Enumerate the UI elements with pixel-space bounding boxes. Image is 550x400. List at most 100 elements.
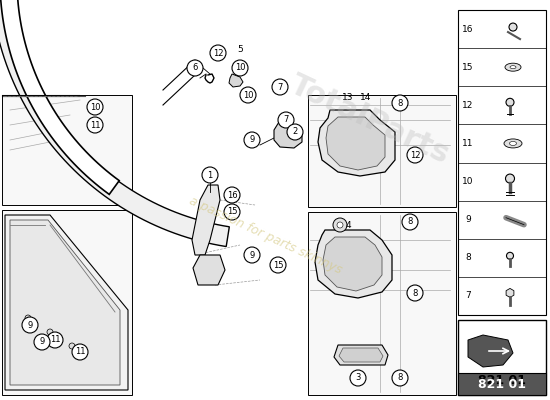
Circle shape [392, 95, 408, 111]
Circle shape [224, 187, 240, 203]
Text: 16: 16 [227, 190, 237, 200]
Circle shape [240, 87, 256, 103]
Text: 9: 9 [28, 320, 32, 330]
Text: 11: 11 [50, 336, 60, 344]
Text: 8: 8 [412, 288, 417, 298]
Circle shape [224, 204, 240, 220]
Ellipse shape [510, 66, 516, 69]
Polygon shape [506, 288, 514, 298]
Text: a passion for parts skinnys: a passion for parts skinnys [186, 194, 344, 276]
Circle shape [210, 45, 226, 61]
Circle shape [69, 343, 75, 349]
Text: 11: 11 [462, 139, 474, 148]
Text: 14: 14 [360, 92, 372, 102]
Polygon shape [229, 74, 243, 87]
Polygon shape [315, 230, 392, 298]
Text: 12: 12 [410, 150, 420, 160]
Circle shape [202, 167, 218, 183]
Bar [458, 10, 546, 315]
Polygon shape [5, 215, 128, 390]
Circle shape [337, 222, 343, 228]
Text: 4: 4 [345, 220, 351, 230]
Polygon shape [0, 0, 188, 194]
Text: 16: 16 [462, 24, 474, 34]
Text: 9: 9 [465, 215, 471, 224]
Circle shape [350, 370, 366, 386]
Text: 15: 15 [273, 260, 283, 270]
Circle shape [509, 23, 517, 31]
Circle shape [244, 132, 260, 148]
Circle shape [506, 98, 514, 106]
Polygon shape [0, 0, 229, 246]
Circle shape [505, 174, 514, 183]
Polygon shape [334, 345, 388, 365]
Polygon shape [10, 220, 120, 385]
Circle shape [333, 218, 347, 232]
Text: 6: 6 [192, 64, 197, 72]
Ellipse shape [509, 142, 516, 146]
Text: 1: 1 [207, 170, 213, 180]
Circle shape [244, 247, 260, 263]
Text: 15: 15 [227, 208, 237, 216]
Text: 821 01: 821 01 [478, 378, 526, 390]
Polygon shape [468, 335, 513, 367]
Text: 12: 12 [463, 101, 474, 110]
Bar [308, 212, 456, 395]
Text: 821 01: 821 01 [478, 374, 526, 388]
Text: 10: 10 [243, 90, 253, 100]
Circle shape [287, 124, 303, 140]
Text: 8: 8 [465, 253, 471, 262]
Text: 2: 2 [293, 128, 298, 136]
Bar [308, 95, 456, 207]
Polygon shape [274, 122, 302, 148]
Text: 7: 7 [283, 116, 289, 124]
Text: 12: 12 [213, 48, 223, 58]
Text: 11: 11 [90, 120, 100, 130]
Text: 15: 15 [462, 63, 474, 72]
Text: 10: 10 [462, 177, 474, 186]
Polygon shape [318, 110, 395, 176]
Text: 10: 10 [90, 102, 100, 112]
Bar [458, 320, 546, 395]
Polygon shape [339, 348, 383, 362]
Circle shape [507, 252, 514, 259]
Circle shape [187, 60, 203, 76]
Text: 8: 8 [397, 98, 403, 108]
Circle shape [87, 117, 103, 133]
Text: 9: 9 [249, 136, 255, 144]
Polygon shape [192, 185, 220, 255]
Polygon shape [326, 117, 385, 170]
Circle shape [87, 99, 103, 115]
Bar [458, 373, 546, 395]
Circle shape [47, 329, 53, 335]
Circle shape [407, 147, 423, 163]
Ellipse shape [504, 139, 522, 148]
Text: 7: 7 [277, 82, 283, 92]
Text: 7: 7 [465, 292, 471, 300]
Text: 11: 11 [75, 348, 85, 356]
Text: 8: 8 [397, 374, 403, 382]
Circle shape [22, 317, 38, 333]
Text: 5: 5 [237, 46, 243, 54]
Text: TotalParts: TotalParts [285, 70, 454, 170]
Text: 8: 8 [408, 218, 412, 226]
Text: 13: 13 [342, 92, 354, 102]
Bar [2, 210, 132, 395]
Text: 10: 10 [235, 64, 245, 72]
Circle shape [270, 257, 286, 273]
Circle shape [392, 370, 408, 386]
Circle shape [25, 315, 31, 321]
Circle shape [272, 79, 288, 95]
Text: 9: 9 [40, 338, 45, 346]
Text: 9: 9 [249, 250, 255, 260]
Circle shape [232, 60, 248, 76]
Circle shape [72, 344, 88, 360]
Circle shape [402, 214, 418, 230]
Polygon shape [193, 255, 225, 285]
Circle shape [407, 285, 423, 301]
Circle shape [47, 332, 63, 348]
Bar [2, 95, 132, 205]
Ellipse shape [505, 63, 521, 71]
Circle shape [34, 334, 50, 350]
Text: 3: 3 [355, 374, 361, 382]
